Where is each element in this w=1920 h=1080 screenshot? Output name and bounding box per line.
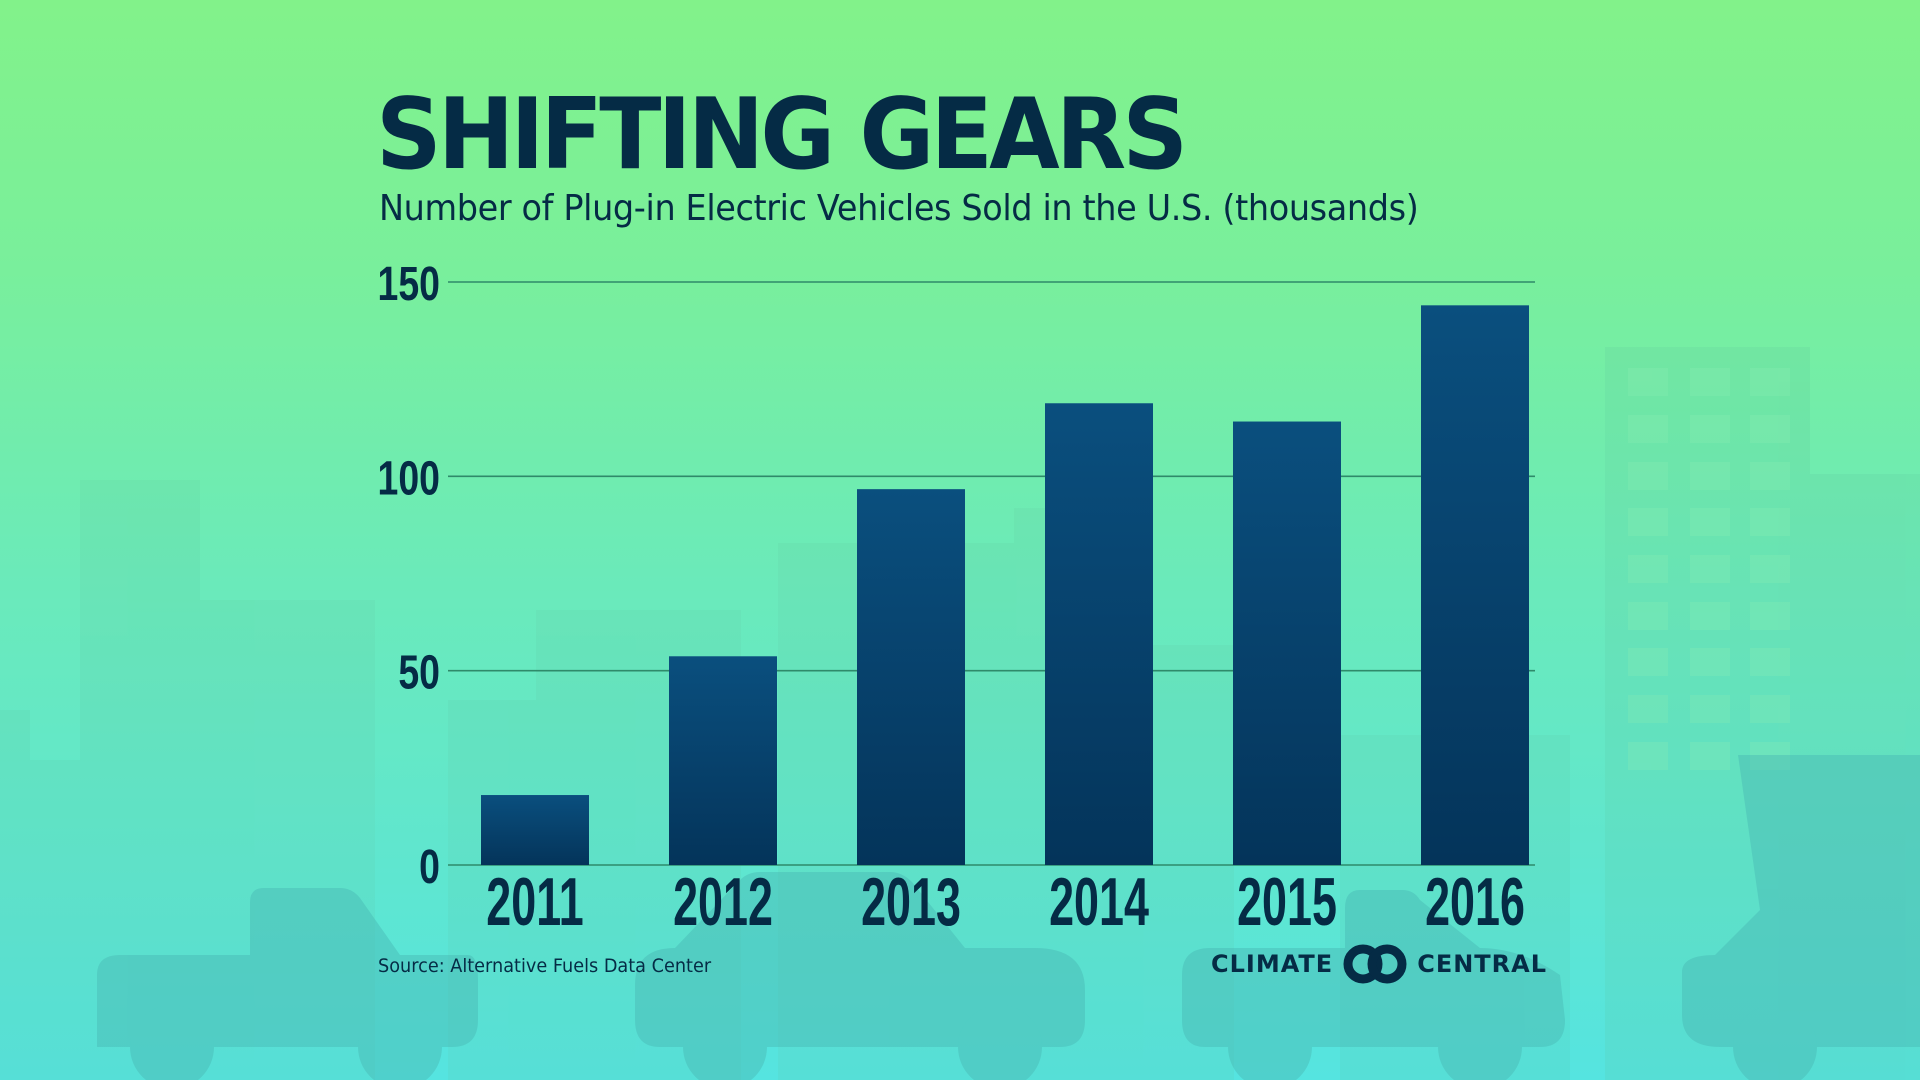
- source-note: Source: Alternative Fuels Data Center: [378, 955, 712, 977]
- logo-word-central: CENTRAL: [1417, 950, 1548, 978]
- chart-title: SHIFTING GEARS: [376, 78, 1188, 192]
- logo-word-climate: CLIMATE: [1211, 950, 1334, 978]
- y-axis-ticks: 0 50 100 150: [378, 258, 440, 895]
- y-tick-label: 50: [398, 646, 440, 700]
- x-tick-label: 2014: [1049, 865, 1149, 941]
- climate-central-logo: CLIMATE CENTRAL: [1211, 944, 1547, 984]
- building-windows: [1628, 368, 1790, 770]
- chart-subtitle: Number of Plug-in Electric Vehicles Sold…: [379, 188, 1419, 229]
- y-tick-label: 100: [378, 452, 440, 506]
- bar-2016: [1421, 305, 1529, 865]
- x-axis-labels: 2011 2012 2013 2014 2015 2016: [486, 865, 1525, 941]
- x-tick-label: 2016: [1425, 865, 1525, 941]
- bars: [481, 305, 1529, 865]
- bar-2013: [857, 489, 965, 865]
- bar-2012: [669, 656, 777, 865]
- x-tick-label: 2013: [861, 865, 961, 941]
- x-tick-label: 2015: [1237, 865, 1337, 941]
- vehicles: [97, 755, 1920, 1080]
- bar-2011: [481, 795, 589, 865]
- y-tick-label: 150: [378, 258, 440, 312]
- buildings-right: [1605, 347, 1920, 1080]
- x-tick-label: 2011: [486, 865, 583, 941]
- gridlines: [448, 281, 1535, 866]
- bar-2015: [1233, 421, 1341, 865]
- y-tick-label: 0: [419, 841, 440, 895]
- bar-2014: [1045, 403, 1153, 865]
- climate-central-rings-icon: [1343, 944, 1407, 984]
- x-tick-label: 2012: [673, 865, 773, 941]
